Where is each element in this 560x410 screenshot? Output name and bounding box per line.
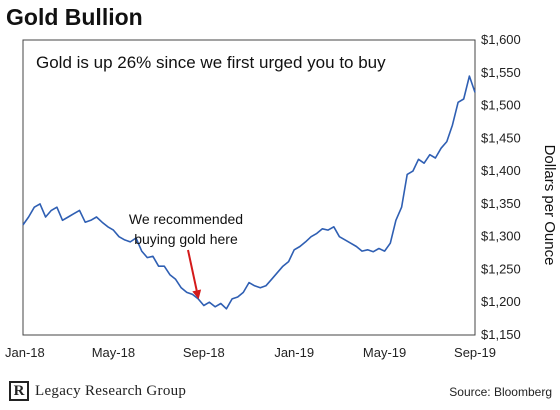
y-tick-label: $1,300 <box>481 229 521 244</box>
y-tick-label: $1,250 <box>481 261 521 276</box>
plot-frame <box>22 39 476 336</box>
x-axis-ticks: Jan-18 May-18 Sep-18 Jan-19 May-19 Sep-19 <box>5 345 496 360</box>
source-note: Source: Bloomberg <box>449 385 552 399</box>
brand-logo-icon: R <box>9 381 29 401</box>
annotation-line-1: We recommended <box>129 211 243 227</box>
x-tick-label: May-18 <box>92 345 135 360</box>
chart-title: Gold Bullion <box>6 4 143 30</box>
y-tick-label: $1,600 <box>481 32 521 47</box>
annotation-arrow <box>187 249 198 291</box>
gold-price-line <box>22 75 476 310</box>
x-tick-label: Jan-19 <box>274 345 314 360</box>
y-tick-label: $1,450 <box>481 130 521 145</box>
y-tick-label: $1,200 <box>481 294 521 309</box>
x-tick-label: Jan-18 <box>5 345 45 360</box>
y-tick-label: $1,150 <box>481 327 521 342</box>
y-axis-ticks: $1,150 $1,200 $1,250 $1,300 $1,350 $1,400 $1,4… <box>481 32 521 342</box>
y-tick-label: $1,400 <box>481 163 521 178</box>
annotation-arrowhead <box>192 289 202 300</box>
brand-name: Legacy Research Group <box>35 383 187 399</box>
y-axis-label: Dollars per Ounce <box>541 145 558 266</box>
x-tick-label: Sep-18 <box>183 345 225 360</box>
x-tick-label: May-19 <box>363 345 406 360</box>
y-tick-label: $1,350 <box>481 196 521 211</box>
annotation-line-2: buying gold here <box>134 231 238 247</box>
y-tick-label: $1,500 <box>481 98 521 113</box>
chart-headline: Gold is up 26% since we first urged you … <box>36 53 386 72</box>
chart-canvas: $1,150 $1,200 $1,250 $1,300 $1,350 $1,400 $1,4… <box>5 32 558 360</box>
x-tick-label: Sep-19 <box>454 345 496 360</box>
footer: R Legacy Research Group Source: Bloomber… <box>0 378 560 410</box>
y-tick-label: $1,550 <box>481 65 521 80</box>
